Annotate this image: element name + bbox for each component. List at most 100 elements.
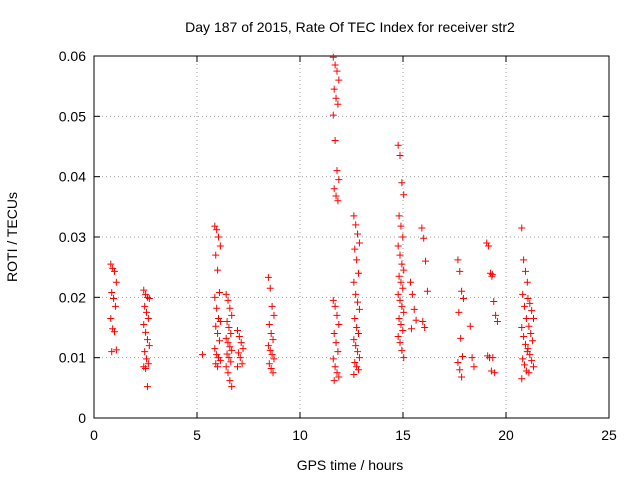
- data-point: [236, 354, 244, 362]
- x-tick-label: 20: [498, 427, 514, 443]
- data-point: [222, 334, 230, 342]
- data-point: [269, 336, 277, 344]
- data-point: [265, 320, 273, 328]
- data-point: [211, 293, 219, 301]
- data-point: [225, 324, 233, 331]
- data-point: [223, 350, 231, 358]
- data-point: [489, 354, 497, 362]
- data-point: [395, 314, 403, 322]
- data-point: [396, 296, 404, 304]
- data-point: [143, 336, 151, 344]
- data-point: [227, 358, 235, 366]
- data-point: [394, 290, 402, 298]
- data-point: [141, 302, 149, 310]
- data-point: [335, 320, 343, 328]
- data-point: [111, 302, 119, 310]
- data-point: [223, 317, 231, 325]
- y-tick-label: 0.05: [59, 108, 86, 124]
- data-point: [458, 373, 466, 381]
- data-point: [354, 298, 362, 306]
- data-point: [400, 354, 408, 362]
- data-point: [144, 360, 152, 368]
- data-point: [270, 311, 278, 319]
- data-point: [353, 324, 361, 331]
- data-point: [526, 351, 534, 359]
- data-point: [233, 363, 241, 371]
- data-point: [399, 233, 407, 241]
- data-point: [225, 354, 233, 362]
- data-point: [266, 284, 274, 292]
- data-point: [528, 307, 536, 315]
- data-point: [520, 256, 528, 264]
- data-point: [109, 264, 117, 272]
- data-point: [351, 358, 359, 366]
- data-point: [267, 365, 275, 373]
- data-point: [454, 256, 462, 264]
- data-point: [521, 267, 529, 275]
- data-point: [408, 290, 416, 298]
- data-point: [228, 346, 236, 354]
- data-point: [407, 325, 415, 333]
- x-tick-label: 10: [292, 427, 308, 443]
- data-point: [333, 167, 341, 175]
- data-point: [140, 286, 148, 294]
- data-point: [329, 355, 337, 363]
- data-point: [518, 324, 526, 331]
- data-point: [354, 348, 362, 356]
- y-tick-label: 0.04: [59, 169, 86, 185]
- x-tick-label: 5: [193, 427, 201, 443]
- data-point: [268, 302, 276, 310]
- data-point: [222, 363, 230, 371]
- data-point: [355, 366, 363, 374]
- data-point: [419, 317, 427, 325]
- data-point: [334, 197, 342, 205]
- x-tick-label: 25: [601, 427, 617, 443]
- data-point: [226, 304, 234, 312]
- chart-title: Day 187 of 2015, Rate Of TEC Index for r…: [185, 19, 515, 35]
- data-point: [524, 345, 532, 353]
- data-point: [112, 278, 120, 286]
- data-point: [110, 267, 118, 275]
- x-axis-label: GPS time / hours: [297, 457, 404, 473]
- y-tick-label: 0.01: [59, 350, 86, 366]
- data-point: [212, 251, 220, 259]
- data-point: [397, 278, 405, 286]
- data-point: [214, 330, 222, 338]
- data-point: [145, 342, 153, 350]
- data-point: [329, 111, 337, 119]
- data-point: [456, 366, 464, 374]
- data-point: [142, 365, 150, 373]
- data-point: [110, 295, 118, 303]
- data-point: [525, 369, 533, 377]
- y-tick-label: 0: [78, 410, 86, 426]
- data-point: [215, 314, 223, 322]
- data-point: [329, 53, 337, 61]
- data-point: [398, 260, 406, 268]
- data-point: [213, 304, 221, 312]
- data-point: [270, 355, 278, 363]
- data-point: [239, 345, 247, 353]
- data-point: [268, 351, 276, 359]
- data-point: [399, 284, 407, 292]
- data-point: [142, 290, 150, 298]
- data-point: [423, 287, 431, 295]
- data-point: [352, 290, 360, 298]
- data-point: [526, 299, 534, 307]
- data-point: [394, 242, 402, 250]
- data-point: [395, 272, 403, 280]
- data-point: [468, 354, 476, 362]
- data-point: [140, 320, 148, 328]
- data-point: [399, 327, 407, 335]
- data-point: [213, 351, 221, 359]
- data-point: [355, 330, 363, 338]
- data-point: [355, 354, 363, 362]
- data-point: [407, 278, 415, 286]
- data-point: [398, 179, 406, 187]
- data-point: [394, 141, 402, 149]
- data-point: [418, 224, 426, 232]
- data-point: [333, 67, 341, 75]
- data-point: [333, 311, 341, 319]
- data-point: [267, 330, 275, 338]
- data-point: [215, 233, 223, 241]
